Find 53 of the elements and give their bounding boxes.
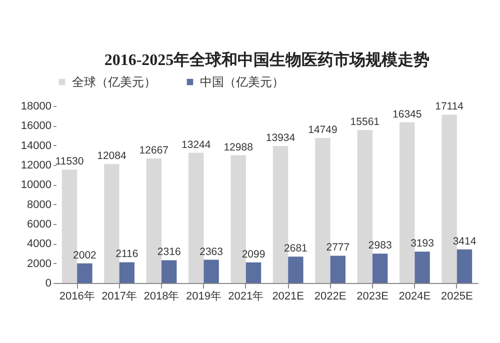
x-tick-label: 2023E	[356, 290, 388, 302]
x-tick-label: 2017年	[102, 290, 138, 302]
bar	[330, 256, 346, 283]
bar	[414, 252, 430, 283]
y-tick-label: 0	[45, 278, 52, 290]
data-label: 12667	[139, 144, 169, 156]
data-label: 13934	[266, 132, 296, 144]
data-label: 15561	[350, 116, 380, 128]
data-label: 16345	[392, 108, 422, 120]
data-label: 2116	[116, 248, 138, 260]
y-tick-label: 4000	[27, 238, 52, 250]
bar	[246, 262, 262, 283]
data-label: 11530	[55, 156, 84, 168]
data-label: 2777	[326, 242, 350, 254]
x-tick-label: 2021E	[272, 290, 304, 302]
y-tick-label: 8000	[27, 198, 52, 211]
data-label: 2983	[368, 240, 392, 252]
y-tick-label: 12000	[20, 160, 52, 172]
x-tick-label: 2018年	[144, 290, 180, 302]
data-label: 2099	[242, 248, 266, 260]
y-tick-label: 14000	[20, 140, 52, 152]
data-label: 3193	[410, 238, 434, 250]
legend-label: 中国（亿美元）	[200, 75, 284, 89]
data-label: 12084	[97, 150, 126, 162]
data-label: 17114	[435, 100, 464, 113]
data-label: 13244	[182, 138, 211, 151]
data-label: 3414	[452, 235, 476, 248]
bar	[372, 254, 388, 283]
bar	[77, 263, 92, 283]
y-tick-label: 6000	[27, 218, 52, 230]
bar	[162, 260, 177, 283]
bar	[456, 249, 472, 283]
data-label: 2363	[200, 246, 224, 258]
data-label: 14749	[308, 124, 338, 136]
data-label: 12988	[224, 141, 254, 154]
x-tick-label: 2021年	[228, 290, 264, 302]
y-tick-label: 10000	[20, 179, 52, 192]
x-tick-label: 2022E	[314, 290, 346, 302]
x-tick-label: 2024E	[398, 290, 431, 302]
y-tick-label: 16000	[20, 120, 52, 132]
chart-title: 2016-2025年全球和中国生物医药市场规模走势	[104, 51, 430, 69]
data-label: 2681	[284, 242, 308, 255]
bar	[119, 262, 134, 283]
data-label: 2316	[157, 246, 181, 258]
data-label: 2002	[73, 249, 97, 262]
bar	[288, 256, 304, 283]
y-tick-label: 18000	[20, 100, 52, 112]
x-tick-label: 2019年	[186, 290, 222, 302]
legend-label: 全球（亿美元）	[72, 75, 156, 89]
bar	[204, 260, 219, 283]
x-tick-label: 2025E	[440, 290, 473, 302]
y-tick-label: 2000	[27, 258, 52, 270]
x-tick-label: 2016年	[59, 290, 95, 302]
